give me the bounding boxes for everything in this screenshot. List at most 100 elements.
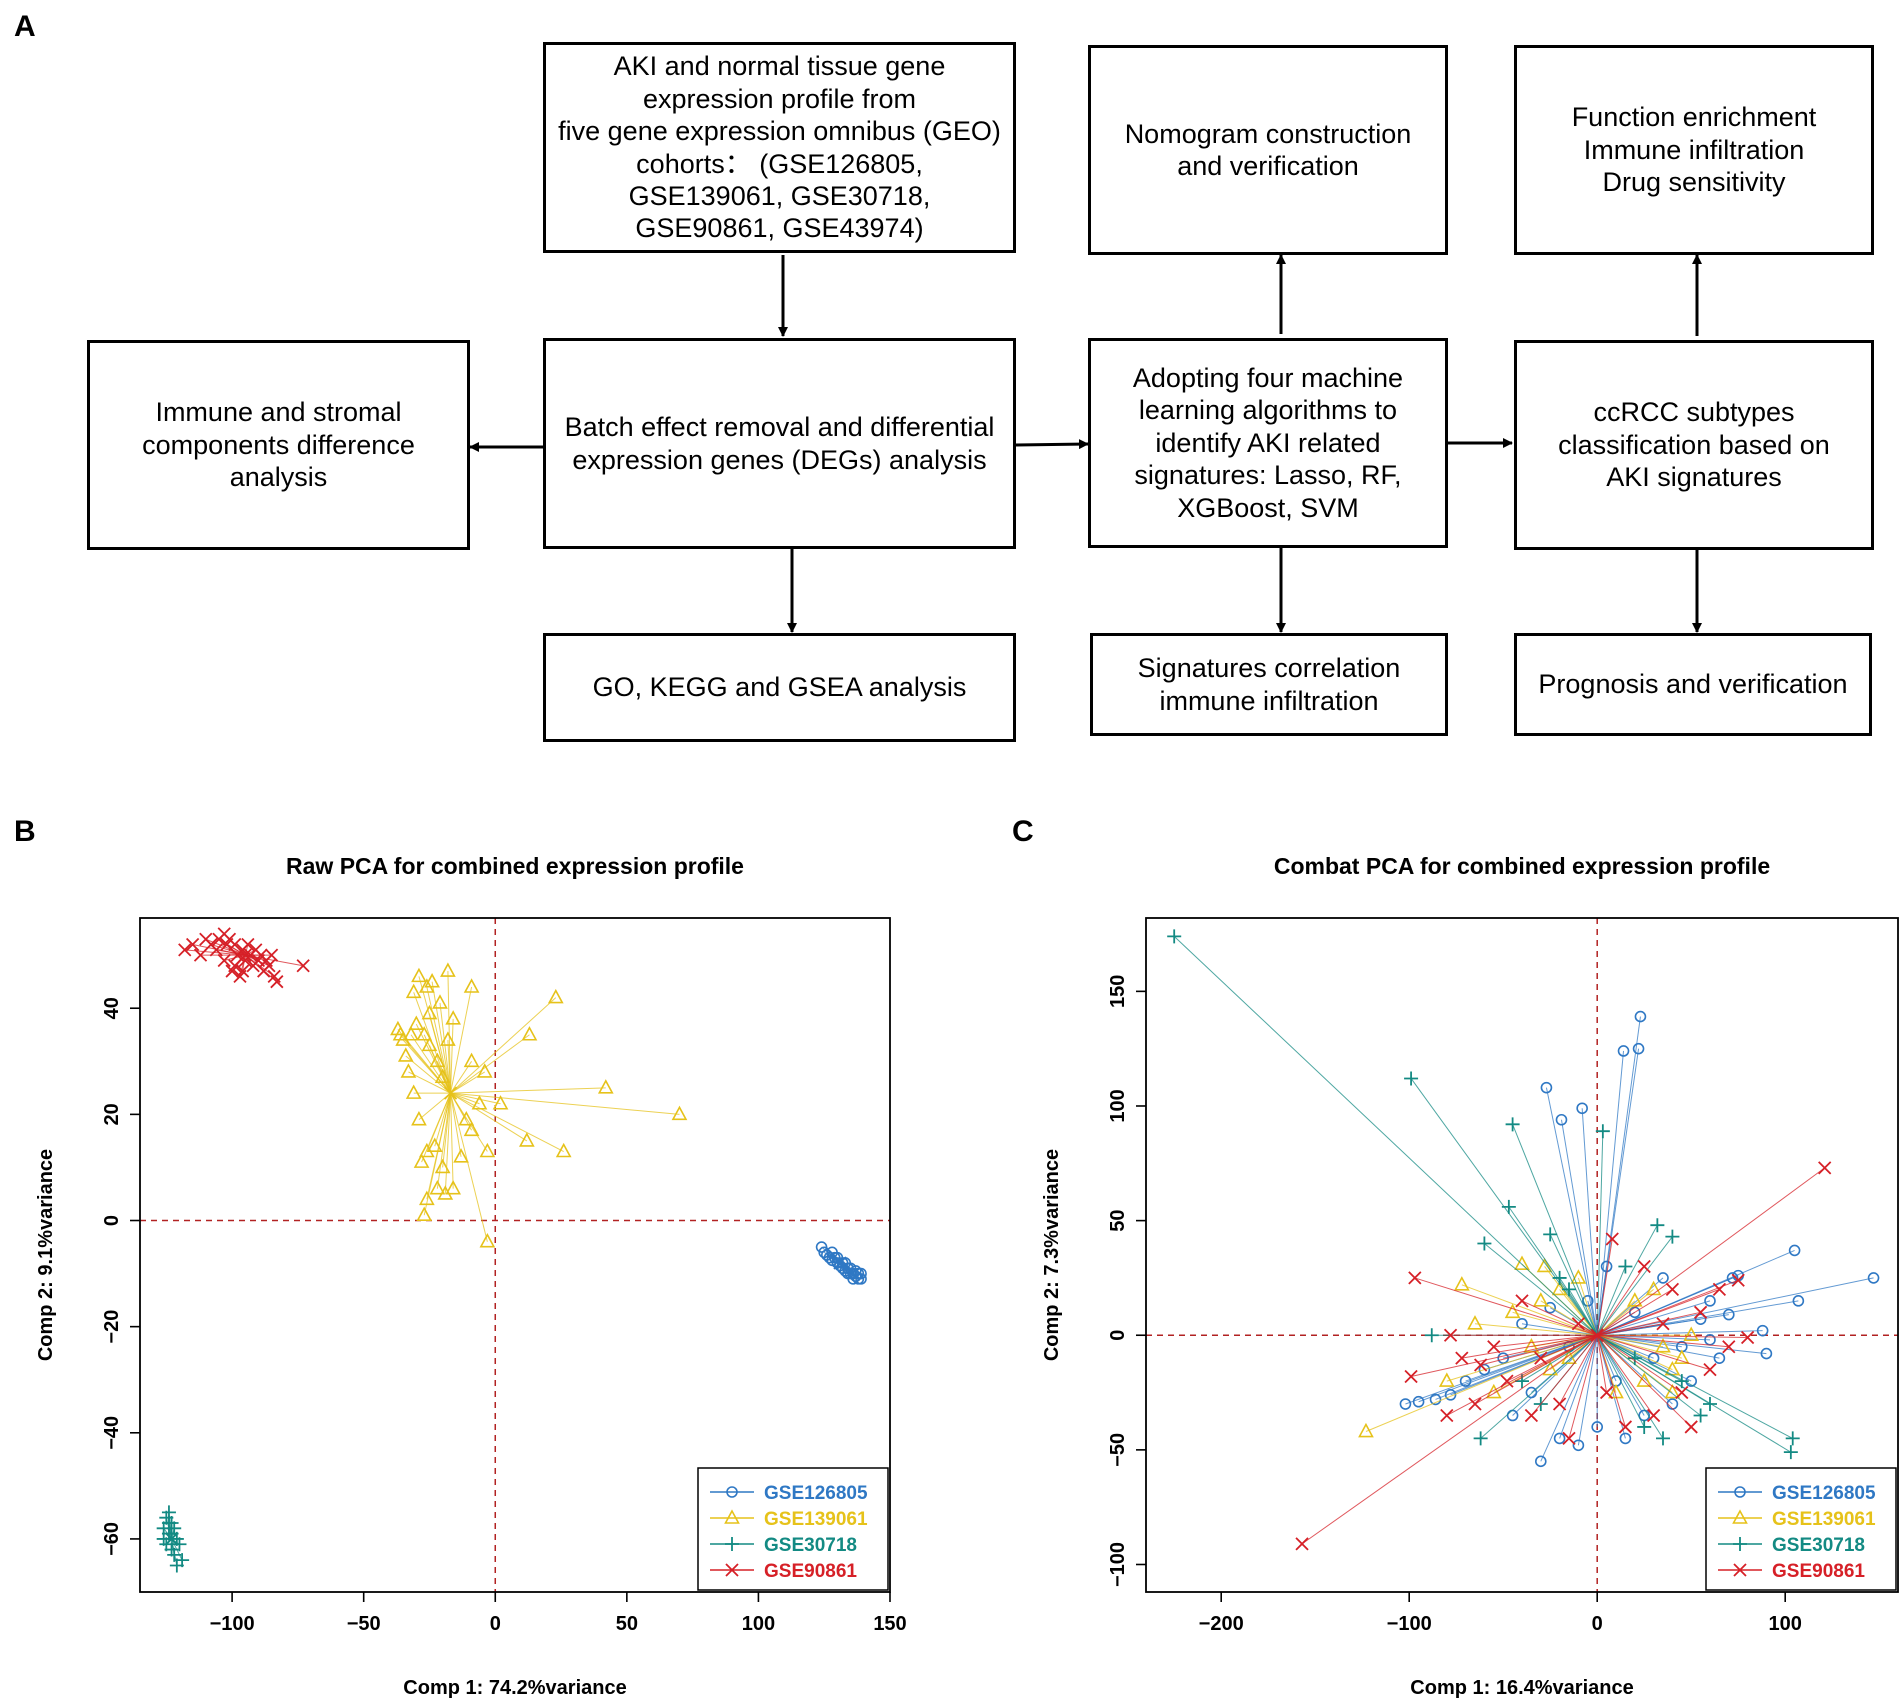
spoke xyxy=(1596,1335,1617,1382)
data-point xyxy=(597,1079,614,1094)
x-tick-label: 0 xyxy=(490,1613,501,1635)
spoke xyxy=(1512,1124,1598,1336)
data-point xyxy=(199,932,213,946)
plot-frame xyxy=(1145,917,1899,1593)
data-point xyxy=(1674,1374,1689,1389)
spoke xyxy=(431,981,452,1094)
series-GSE90861 xyxy=(178,927,310,989)
spoke xyxy=(1596,1131,1604,1336)
spoke xyxy=(1596,1224,1658,1336)
spoke xyxy=(450,1092,501,1105)
y-tick-label: −60 xyxy=(101,1522,123,1556)
data-point xyxy=(418,1190,435,1206)
spoke xyxy=(1577,1277,1598,1336)
data-point xyxy=(1532,1292,1549,1307)
data-point xyxy=(1684,1420,1698,1434)
box-ccrcc-subtypes: ccRCC subtypes classification based on A… xyxy=(1514,340,1874,550)
data-point xyxy=(413,1153,430,1168)
data-point xyxy=(1544,1301,1557,1314)
data-point xyxy=(411,1110,427,1126)
data-point xyxy=(555,1142,572,1158)
data-point xyxy=(463,978,480,993)
spoke xyxy=(1446,1334,1598,1382)
legend-marker xyxy=(1733,1537,1747,1551)
data-point xyxy=(167,1547,182,1562)
data-point xyxy=(1617,1045,1630,1057)
data-point xyxy=(547,988,564,1004)
legend-label: GSE139061 xyxy=(1772,1509,1876,1530)
data-point xyxy=(1722,1340,1736,1354)
data-point xyxy=(220,937,234,952)
data-point xyxy=(1408,1271,1422,1285)
data-point xyxy=(175,1553,190,1568)
spoke xyxy=(1480,1334,1598,1439)
data-point xyxy=(421,1004,438,1020)
centroid-point xyxy=(164,1532,179,1546)
spoke xyxy=(450,1092,488,1152)
spoke xyxy=(1596,1334,1664,1439)
x-tick-label: −200 xyxy=(1199,1613,1244,1635)
box-machine-learning-text: Adopting four machine learning algorithm… xyxy=(1132,363,1404,523)
data-point xyxy=(1693,1305,1708,1319)
data-point xyxy=(270,975,284,989)
data-point xyxy=(1399,1398,1412,1410)
spoke xyxy=(1446,1334,1598,1416)
data-point xyxy=(1474,1358,1488,1372)
spoke xyxy=(1596,1288,1654,1336)
x-tick-label: −100 xyxy=(1387,1613,1432,1635)
y-axis-label: Comp 2: 7.3%variance xyxy=(1041,1149,1063,1361)
data-point xyxy=(1756,1324,1769,1337)
data-point xyxy=(1404,1369,1418,1384)
data-point xyxy=(1424,1328,1439,1343)
spoke xyxy=(450,1092,480,1105)
data-point xyxy=(1665,1229,1680,1244)
data-point xyxy=(1429,1393,1442,1406)
data-point xyxy=(440,962,456,977)
legend-label: GSE30718 xyxy=(1772,1535,1865,1556)
data-point xyxy=(671,1105,688,1121)
data-point xyxy=(479,1142,496,1158)
data-point xyxy=(453,1148,469,1163)
spoke xyxy=(408,1071,451,1094)
data-point xyxy=(440,1031,456,1046)
data-point xyxy=(434,1158,451,1174)
spoke xyxy=(434,1092,452,1147)
panel-label-a: A xyxy=(14,10,36,43)
y-tick-label: 150 xyxy=(1107,975,1129,1008)
spoke xyxy=(1173,935,1598,1336)
legend-label: GSE126805 xyxy=(1772,1483,1876,1504)
data-point xyxy=(1562,1282,1576,1297)
data-point xyxy=(1788,1244,1801,1257)
y-axis-label: Comp 2: 9.1%variance xyxy=(35,1149,57,1361)
data-point xyxy=(1552,1270,1567,1285)
chart-title: Raw PCA for combined expression profile xyxy=(286,853,744,879)
data-point xyxy=(1656,1317,1670,1331)
data-point xyxy=(1645,1280,1662,1296)
data-point xyxy=(426,1137,443,1153)
data-point xyxy=(178,943,192,957)
spoke xyxy=(1596,1335,1645,1428)
data-point xyxy=(434,1068,451,1084)
data-point xyxy=(424,973,440,988)
data-point xyxy=(1591,1421,1604,1433)
x-tick-label: 150 xyxy=(873,1613,906,1635)
spoke xyxy=(1596,1334,1683,1393)
data-point xyxy=(1540,1081,1553,1094)
data-point xyxy=(1571,1317,1586,1331)
spoke xyxy=(1484,1243,1598,1336)
data-point xyxy=(471,1095,488,1110)
data-point xyxy=(1655,1338,1671,1353)
data-point xyxy=(432,994,448,1009)
x-tick-label: −50 xyxy=(347,1613,381,1635)
spoke xyxy=(1545,1087,1598,1336)
combat-pca-chart: Combat PCA for combined expression profi… xyxy=(1041,853,1899,1698)
spoke xyxy=(1596,1266,1626,1336)
data-point xyxy=(1713,1352,1726,1364)
spoke xyxy=(426,986,452,1094)
spoke xyxy=(439,1002,452,1094)
data-point xyxy=(1552,1397,1567,1411)
data-point xyxy=(1524,1408,1539,1423)
data-point xyxy=(1867,1272,1880,1284)
y-tick-label: 100 xyxy=(1107,1089,1129,1122)
data-point xyxy=(1722,1308,1735,1321)
